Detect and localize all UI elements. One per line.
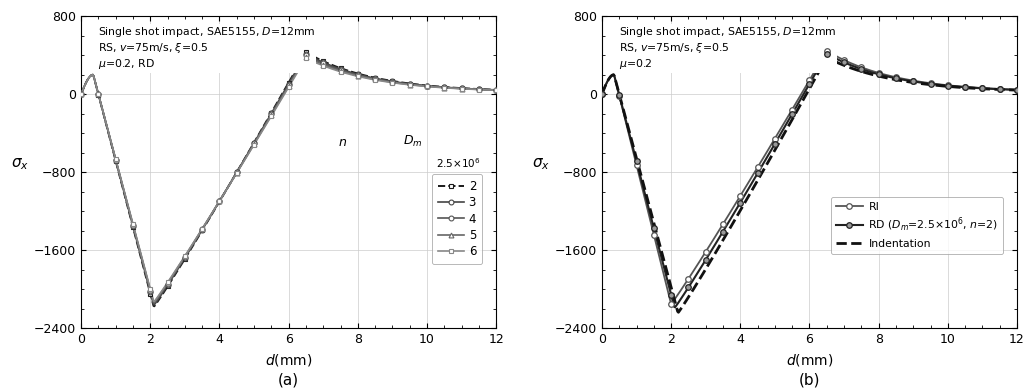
X-axis label: $d$(mm): $d$(mm) [265, 352, 313, 368]
Text: $n$: $n$ [338, 136, 347, 149]
Legend: 2, 3, 4, 5, 6: 2, 3, 4, 5, 6 [432, 174, 482, 264]
Legend: RI, RD ($D_m$=2.5$\times$10$^6$, $n$=2), Indentation: RI, RD ($D_m$=2.5$\times$10$^6$, $n$=2),… [831, 197, 1003, 254]
Text: (a): (a) [278, 373, 299, 387]
Text: $D_m$: $D_m$ [403, 134, 423, 149]
Y-axis label: $\sigma_x$: $\sigma_x$ [11, 156, 29, 172]
Y-axis label: $\sigma_x$: $\sigma_x$ [531, 156, 550, 172]
Text: (b): (b) [799, 373, 821, 387]
Text: $2.5{\times}10^6$: $2.5{\times}10^6$ [436, 156, 481, 170]
Text: Single shot impact, SAE5155, $D$=12mm
RS, $v$=75m/s, $\xi$=0.5
$\mu$=0.2, RD: Single shot impact, SAE5155, $D$=12mm RS… [97, 25, 315, 72]
X-axis label: $d$(mm): $d$(mm) [785, 352, 833, 368]
Text: Single shot impact, SAE5155, $D$=12mm
RS, $v$=75m/s, $\xi$=0.5
$\mu$=0.2: Single shot impact, SAE5155, $D$=12mm RS… [618, 25, 836, 72]
